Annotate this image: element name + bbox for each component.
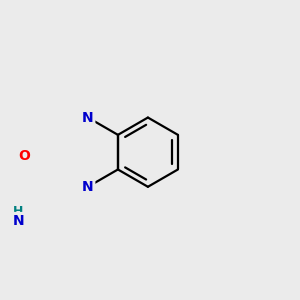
Text: O: O [19, 149, 31, 163]
Text: H: H [13, 206, 23, 218]
Text: N: N [82, 110, 94, 124]
Text: N: N [82, 180, 94, 194]
Text: N: N [13, 214, 25, 227]
